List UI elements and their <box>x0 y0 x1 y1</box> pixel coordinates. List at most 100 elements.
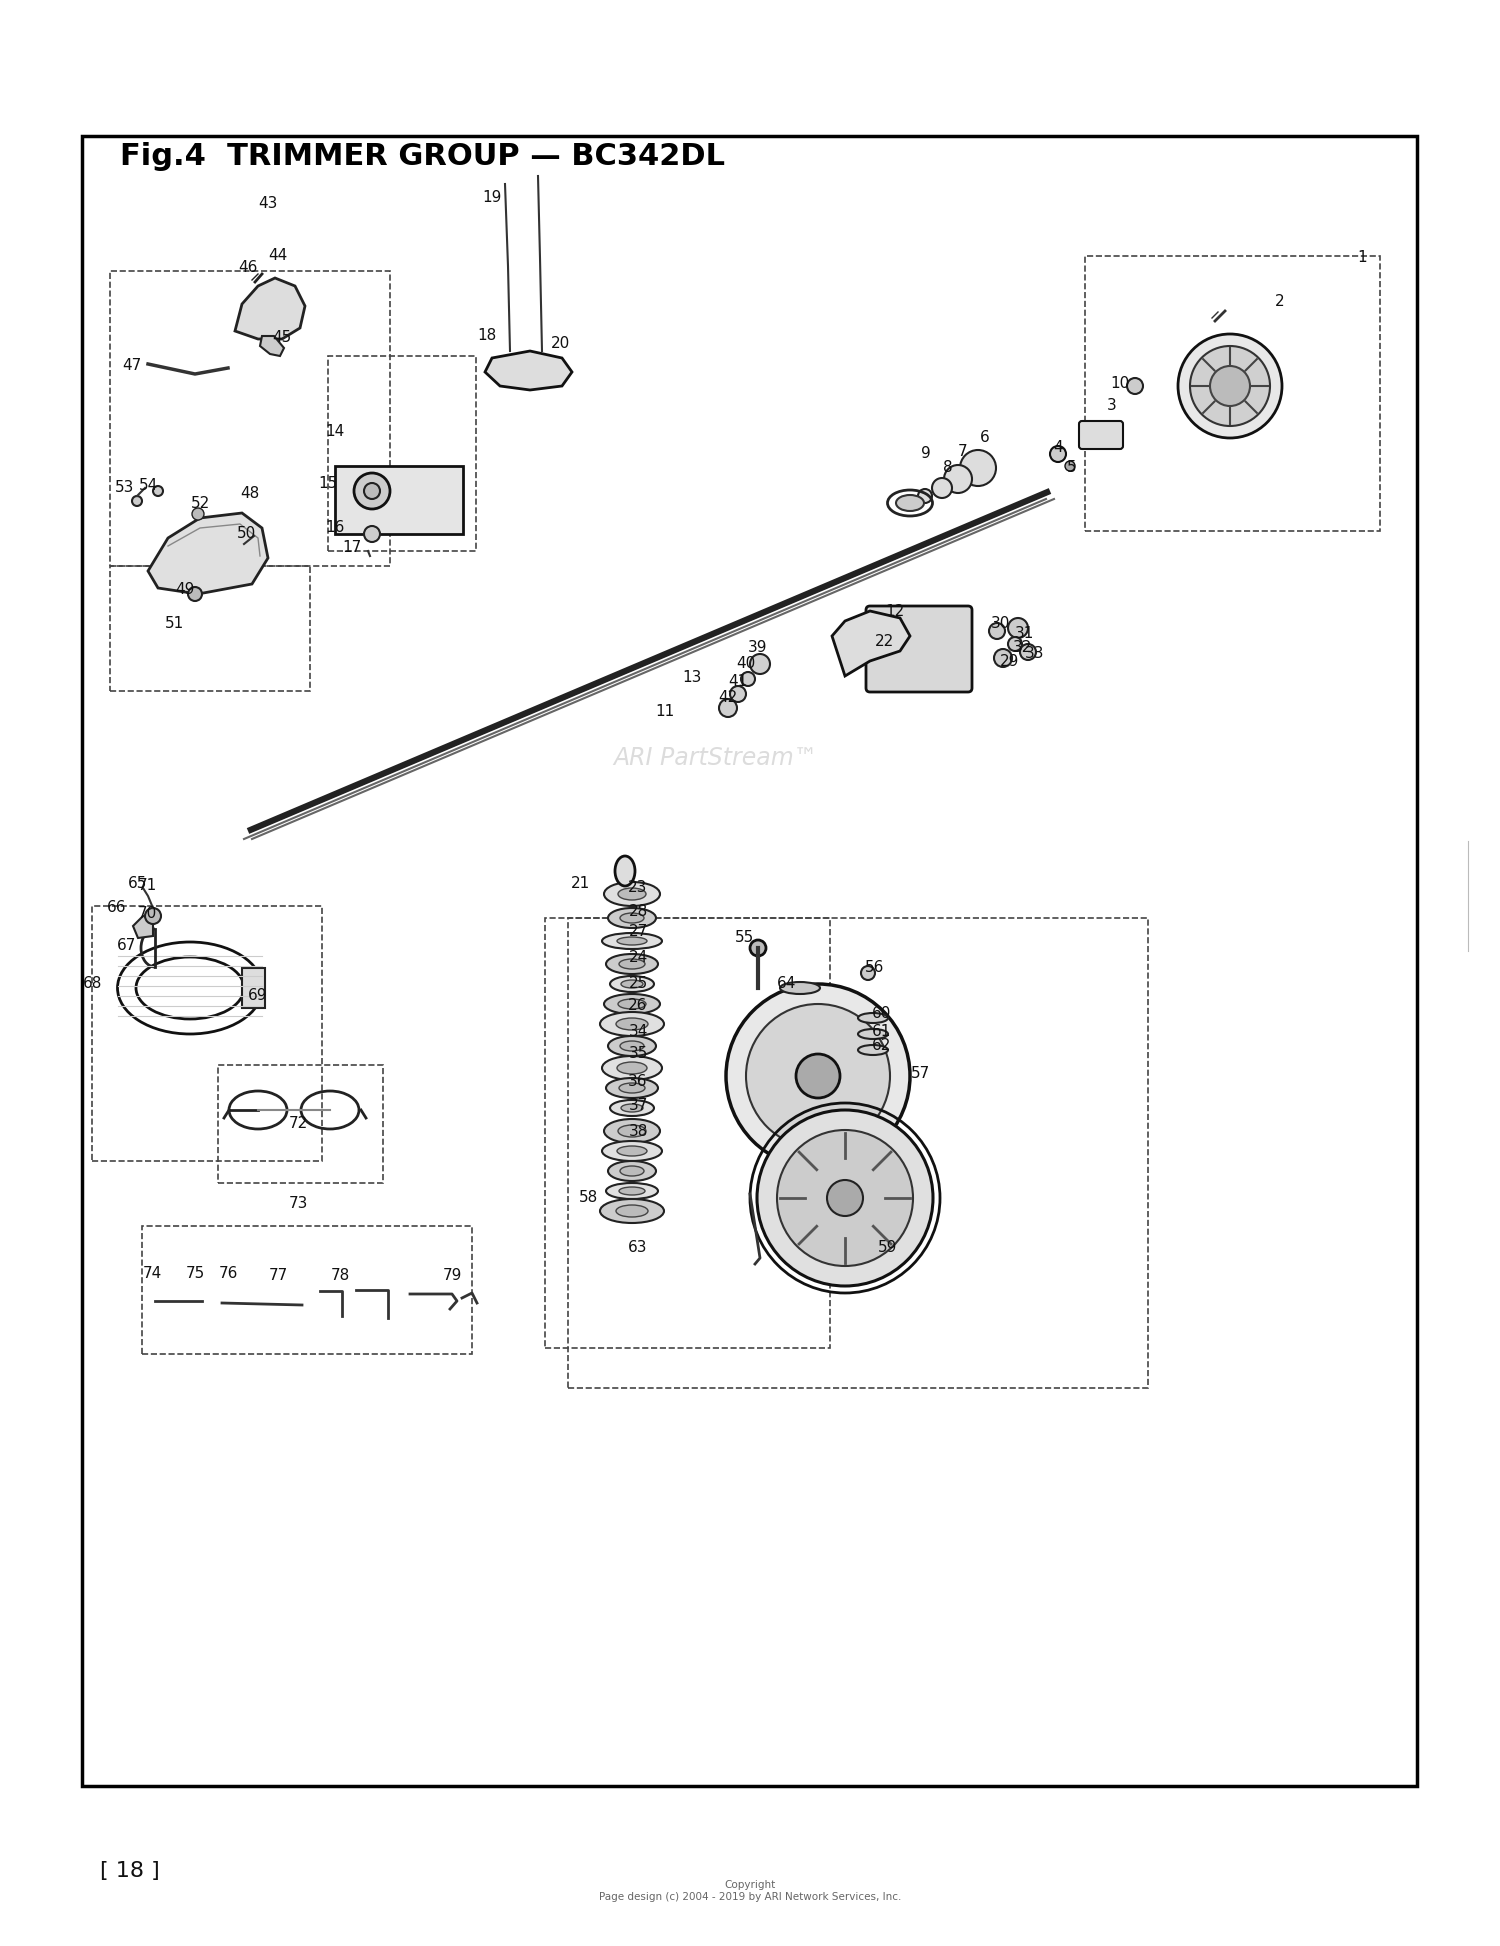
Text: 51: 51 <box>165 617 184 632</box>
Circle shape <box>750 654 770 673</box>
Text: 59: 59 <box>879 1240 897 1255</box>
Text: 70: 70 <box>138 907 156 922</box>
Text: 12: 12 <box>885 603 904 619</box>
Circle shape <box>1065 461 1076 471</box>
Text: 44: 44 <box>268 249 288 263</box>
Circle shape <box>758 1109 933 1286</box>
Ellipse shape <box>602 932 662 950</box>
Polygon shape <box>833 611 910 675</box>
Text: 14: 14 <box>326 424 345 438</box>
Text: Fig.4  TRIMMER GROUP — BC342DL: Fig.4 TRIMMER GROUP — BC342DL <box>120 142 724 171</box>
Ellipse shape <box>620 1187 645 1195</box>
Circle shape <box>944 465 972 492</box>
Text: 33: 33 <box>1026 646 1044 662</box>
Text: 71: 71 <box>138 878 156 893</box>
Circle shape <box>960 450 996 486</box>
Polygon shape <box>148 514 268 594</box>
Text: 55: 55 <box>735 930 754 946</box>
Circle shape <box>1008 619 1028 638</box>
Text: 13: 13 <box>682 671 702 685</box>
Ellipse shape <box>618 998 646 1008</box>
Polygon shape <box>484 350 572 389</box>
Ellipse shape <box>608 909 656 928</box>
Ellipse shape <box>616 938 646 946</box>
Text: 1: 1 <box>1358 251 1366 265</box>
Text: 54: 54 <box>138 479 158 494</box>
Circle shape <box>726 985 910 1168</box>
Text: 40: 40 <box>736 656 756 671</box>
Text: 8: 8 <box>944 461 952 475</box>
Circle shape <box>364 525 380 543</box>
Text: 15: 15 <box>318 477 338 492</box>
Circle shape <box>861 965 874 981</box>
Text: 30: 30 <box>990 617 1010 632</box>
Circle shape <box>146 909 160 924</box>
Ellipse shape <box>616 1146 646 1156</box>
Circle shape <box>730 687 746 703</box>
Text: 23: 23 <box>628 880 648 895</box>
Ellipse shape <box>610 977 654 992</box>
Polygon shape <box>260 337 284 356</box>
Text: 57: 57 <box>910 1066 930 1082</box>
Circle shape <box>1190 346 1270 426</box>
Text: 58: 58 <box>579 1191 597 1205</box>
Bar <box>110 566 310 691</box>
Text: 72: 72 <box>288 1117 308 1131</box>
Text: 46: 46 <box>238 261 258 276</box>
Text: 61: 61 <box>873 1024 891 1039</box>
Ellipse shape <box>602 1140 662 1162</box>
Circle shape <box>750 940 766 955</box>
Text: 38: 38 <box>628 1123 648 1138</box>
Ellipse shape <box>620 913 644 922</box>
Circle shape <box>994 650 1012 667</box>
Ellipse shape <box>600 1012 664 1035</box>
Bar <box>328 356 476 551</box>
Text: 42: 42 <box>718 691 738 706</box>
Text: 16: 16 <box>326 520 345 535</box>
Circle shape <box>192 508 204 520</box>
Ellipse shape <box>608 1162 656 1181</box>
Bar <box>1084 257 1380 531</box>
Text: 36: 36 <box>628 1074 648 1088</box>
Text: 66: 66 <box>108 901 126 915</box>
Text: 24: 24 <box>628 950 648 965</box>
Ellipse shape <box>620 1041 644 1051</box>
Text: 10: 10 <box>1110 376 1130 391</box>
Bar <box>334 465 464 533</box>
Text: 32: 32 <box>1013 640 1032 656</box>
Text: 31: 31 <box>1016 627 1035 642</box>
Circle shape <box>1050 446 1066 461</box>
Circle shape <box>188 588 202 601</box>
Text: 4: 4 <box>1053 440 1064 455</box>
Ellipse shape <box>616 1063 646 1074</box>
Text: 67: 67 <box>117 938 136 954</box>
Ellipse shape <box>620 959 645 969</box>
Bar <box>217 1064 382 1183</box>
Bar <box>92 907 322 1162</box>
Circle shape <box>1210 366 1249 407</box>
Bar <box>82 136 1417 1786</box>
Text: 35: 35 <box>628 1047 648 1061</box>
Ellipse shape <box>615 856 634 885</box>
Bar <box>242 967 266 1008</box>
Circle shape <box>746 1004 890 1148</box>
Text: [ 18 ]: [ 18 ] <box>100 1860 160 1882</box>
Ellipse shape <box>896 494 924 512</box>
Text: 11: 11 <box>656 704 675 718</box>
Ellipse shape <box>620 1166 644 1175</box>
Text: 63: 63 <box>628 1240 648 1255</box>
Ellipse shape <box>606 954 658 975</box>
Text: 65: 65 <box>129 876 147 891</box>
Ellipse shape <box>604 882 660 907</box>
Ellipse shape <box>621 981 644 989</box>
Text: 78: 78 <box>330 1269 350 1284</box>
Bar <box>110 270 390 566</box>
FancyBboxPatch shape <box>1078 420 1124 450</box>
Ellipse shape <box>608 1035 656 1057</box>
Circle shape <box>153 486 164 496</box>
FancyBboxPatch shape <box>865 605 972 693</box>
Text: 39: 39 <box>748 640 768 656</box>
Circle shape <box>918 488 932 502</box>
Circle shape <box>364 483 380 498</box>
Ellipse shape <box>858 1014 888 1024</box>
